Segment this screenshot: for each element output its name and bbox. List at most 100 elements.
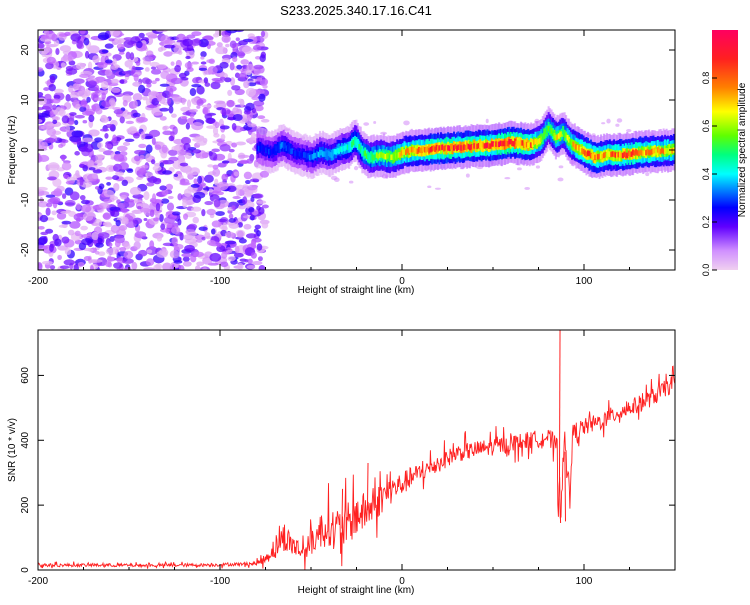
ridge-cell — [463, 144, 466, 150]
spectrogram-x-tick-label: 0 — [399, 276, 405, 287]
noise-blob — [198, 38, 209, 48]
noise-blob — [225, 249, 233, 254]
noise-blob — [115, 219, 121, 227]
ridge-cell — [515, 140, 518, 147]
snr-spike — [564, 451, 566, 522]
ridge-cell — [428, 148, 431, 154]
ridge-cell — [399, 152, 402, 158]
ridge-cell — [380, 151, 383, 158]
colorbar-tick-label: 0.6 — [701, 120, 711, 133]
ridge-cell — [460, 145, 463, 151]
noise-blob — [136, 40, 143, 49]
noise-blob — [186, 34, 196, 39]
ridge-cell — [289, 148, 292, 155]
ridge-cell — [355, 139, 358, 146]
ridge-cell — [305, 154, 308, 160]
noise-blob — [129, 186, 142, 196]
faint-speckle — [353, 165, 359, 171]
colorbar-label: Normalized spectral amplitude — [737, 82, 748, 217]
noise-blob — [95, 108, 103, 115]
ridge-cell — [434, 146, 437, 152]
noise-blob — [208, 58, 215, 65]
noise-blob — [80, 98, 87, 108]
noise-blob — [171, 95, 183, 102]
noise-blob — [151, 80, 157, 85]
snr-x-tick-label: -200 — [28, 576, 48, 587]
ridge-cell — [634, 149, 638, 155]
noise-blob — [160, 198, 170, 204]
noise-blob — [119, 247, 127, 252]
noise-blob — [202, 106, 209, 115]
ridge-cell — [337, 148, 340, 154]
noise-blob — [233, 252, 244, 258]
noise-blob — [221, 251, 228, 259]
ridge-cell — [390, 154, 393, 160]
noise-blob — [160, 70, 170, 80]
colorbar-tick-label: 0.4 — [701, 168, 711, 181]
noise-blob — [143, 217, 148, 222]
noise-blob — [200, 56, 205, 60]
noise-blob — [246, 117, 252, 126]
ridge-cell — [410, 146, 413, 153]
noise-blob — [162, 160, 175, 165]
ridge-cell — [614, 152, 617, 158]
noise-blob — [172, 160, 183, 170]
ridge-cell — [512, 141, 515, 147]
noise-blob — [105, 176, 113, 180]
spectrogram-x-axis-label: Height of straight line (km) — [298, 285, 415, 296]
noise-blob — [201, 104, 212, 108]
noise-blob — [127, 111, 133, 115]
noise-blob — [157, 47, 164, 52]
ridge-cell — [450, 143, 453, 150]
ridge-cell — [409, 147, 412, 153]
ridge-cell — [265, 147, 268, 154]
noise-blob — [211, 220, 222, 228]
ridge-cell — [425, 147, 428, 153]
snr-x-tick-label: 0 — [399, 576, 405, 587]
ridge-cell — [530, 142, 533, 148]
ridge-cell — [429, 146, 432, 153]
noise-blob — [222, 222, 227, 230]
ridge-cell — [397, 152, 400, 158]
ridge-cell — [624, 152, 627, 159]
noise-blob — [190, 254, 197, 263]
noise-blob — [51, 98, 61, 104]
noise-blob — [156, 250, 168, 258]
noise-blob — [98, 148, 106, 153]
noise-blob — [153, 264, 161, 270]
noise-blob — [134, 149, 146, 155]
noise-blob — [256, 243, 263, 251]
ridge-cell — [594, 154, 597, 161]
noise-blob — [163, 125, 170, 130]
noise-blob — [183, 188, 192, 197]
ridge-cell — [476, 143, 479, 150]
noise-blob — [169, 87, 174, 97]
ridge-cell — [655, 149, 658, 155]
ridge-cell — [643, 150, 646, 157]
ridge-cell — [464, 144, 467, 151]
ridge-cell — [490, 141, 493, 147]
noise-blob — [132, 209, 140, 214]
noise-blob — [209, 152, 218, 161]
noise-blob — [46, 128, 57, 136]
ridge-cell — [496, 141, 499, 148]
noise-blob — [138, 167, 147, 176]
noise-blob — [206, 208, 216, 216]
noise-blob — [216, 181, 229, 191]
ridge-cell — [623, 151, 626, 158]
ridge-cell — [291, 148, 294, 154]
snr-y-tick-label: 600 — [20, 367, 31, 384]
noise-blob — [225, 43, 230, 48]
noise-blob — [159, 107, 170, 112]
noise-blob — [221, 108, 227, 117]
noise-blob — [200, 51, 207, 58]
noise-blob — [65, 94, 71, 102]
ridge-cell — [470, 144, 473, 150]
noise-blob — [60, 210, 70, 215]
ridge-cell — [524, 142, 527, 148]
noise-blob — [69, 221, 81, 229]
noise-blob — [77, 90, 88, 97]
ridge-cell — [278, 143, 281, 150]
noise-blob — [176, 150, 186, 156]
noise-blob — [123, 267, 132, 270]
